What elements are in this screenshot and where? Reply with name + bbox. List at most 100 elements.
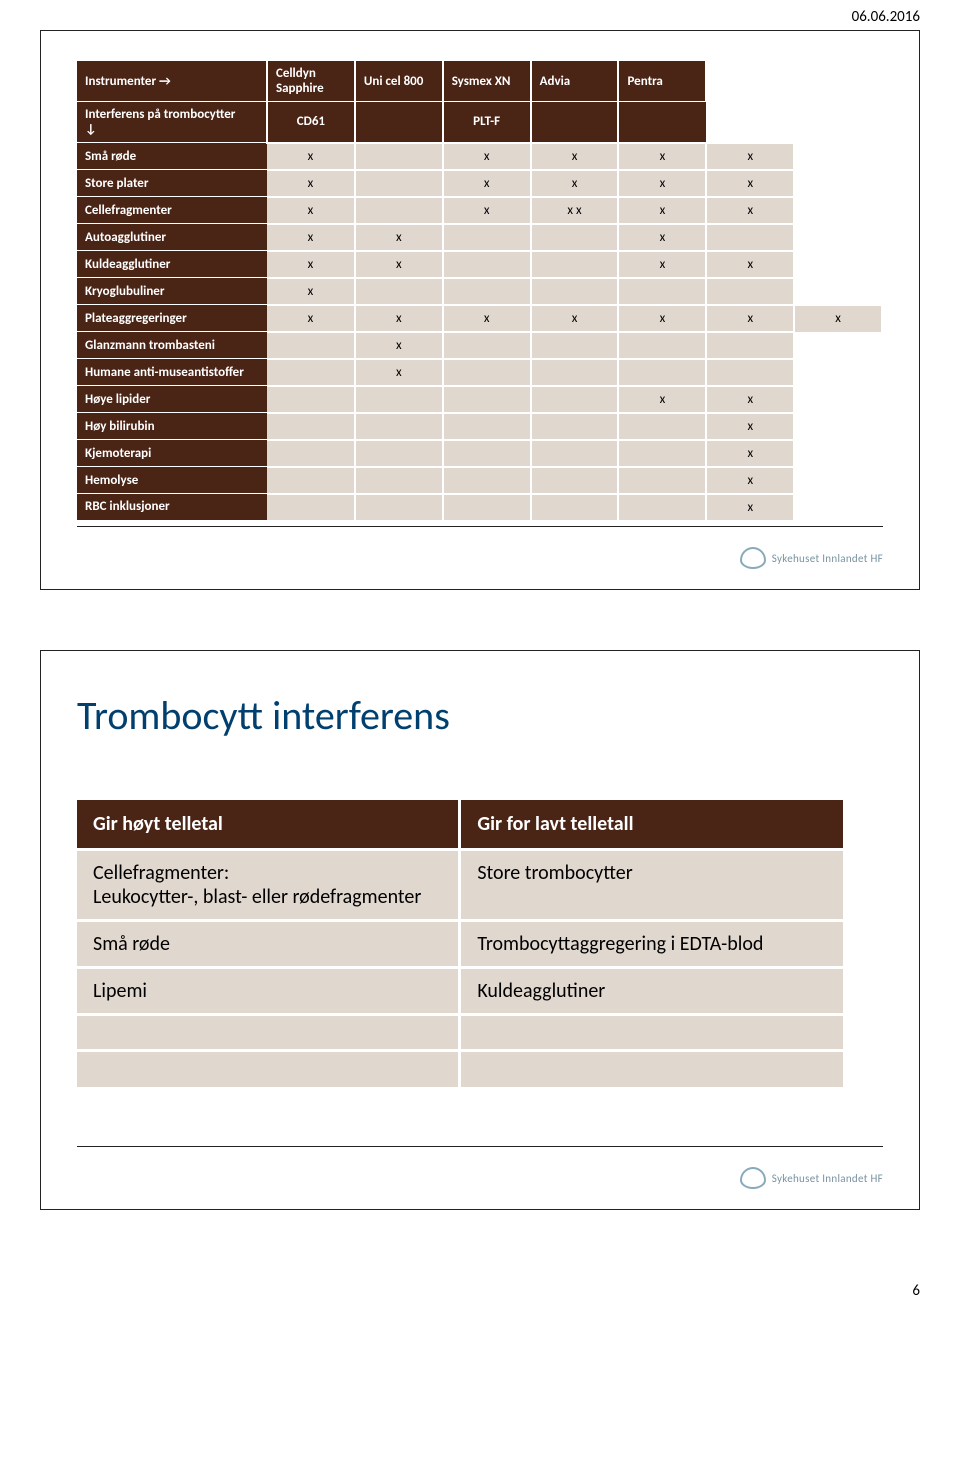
matrix-cell: x xyxy=(443,170,531,197)
matrix-row-label: Store plater xyxy=(77,170,267,197)
matrix-subheader-cell xyxy=(618,102,706,143)
logo-text: Sykehuset Innlandet HF xyxy=(772,1172,883,1185)
matrix-cell: x xyxy=(706,170,794,197)
logo-text: Sykehuset Innlandet HF xyxy=(772,552,883,565)
matrix-cell xyxy=(531,467,619,494)
matrix-cell: x x xyxy=(531,197,619,224)
matrix-cell xyxy=(443,467,531,494)
matrix-cell xyxy=(443,494,531,520)
matrix-row-label: Kuldeagglutiner xyxy=(77,251,267,278)
matrix-cell: x xyxy=(706,143,794,170)
matrix-col-header: Sysmex XN xyxy=(443,61,531,102)
slide-divider xyxy=(77,526,883,527)
matrix-cell: x xyxy=(706,386,794,413)
two-column-table: Gir høyt telletal Gir for lavt telletall… xyxy=(77,800,843,1087)
matrix-row-label: Høy bilirubin xyxy=(77,413,267,440)
matrix-cell: x xyxy=(618,224,706,251)
matrix-cell: x xyxy=(618,386,706,413)
matrix-row-label: Humane anti-museantistoffer xyxy=(77,359,267,386)
matrix-cell xyxy=(355,413,443,440)
logo-swirl-icon xyxy=(740,547,766,569)
matrix-cell xyxy=(355,494,443,520)
matrix-col-header: Uni cel 800 xyxy=(355,61,443,102)
matrix-cell: x xyxy=(443,197,531,224)
matrix-row-label: Plateaggregeringer xyxy=(77,305,267,332)
matrix-cell xyxy=(618,494,706,520)
matrix-row-label: Glanzmann trombasteni xyxy=(77,332,267,359)
col-header-low: Gir for lavt telletall xyxy=(460,800,843,850)
matrix-subheader-cell xyxy=(531,102,619,143)
slide-divider xyxy=(77,1146,883,1147)
matrix-subheader-cell xyxy=(355,102,443,143)
matrix-cell: x xyxy=(267,197,355,224)
matrix-cell xyxy=(267,359,355,386)
matrix-row-label: Hemolyse xyxy=(77,467,267,494)
matrix-cell: x xyxy=(443,305,531,332)
matrix-cell: x xyxy=(706,440,794,467)
matrix-cell xyxy=(706,278,794,305)
matrix-cell xyxy=(531,224,619,251)
twocol-cell-right: Kuldeagglutiner xyxy=(460,968,843,1015)
matrix-cell: x xyxy=(618,197,706,224)
logo-swirl-icon xyxy=(740,1167,766,1189)
matrix-cell xyxy=(355,278,443,305)
down-arrow-icon: ↓ xyxy=(85,122,97,137)
matrix-cell xyxy=(267,413,355,440)
matrix-cell xyxy=(618,359,706,386)
matrix-cell xyxy=(267,494,355,520)
matrix-cell xyxy=(267,386,355,413)
matrix-cell xyxy=(531,386,619,413)
matrix-cell xyxy=(267,440,355,467)
twocol-cell-right xyxy=(460,1051,843,1087)
matrix-cell: x xyxy=(706,251,794,278)
matrix-cell: x xyxy=(355,332,443,359)
matrix-row-label: Kryoglubuliner xyxy=(77,278,267,305)
matrix-cell xyxy=(267,332,355,359)
matrix-cell: x xyxy=(267,224,355,251)
matrix-cell xyxy=(443,332,531,359)
matrix-cell xyxy=(618,278,706,305)
matrix-cell: x xyxy=(267,305,355,332)
matrix-cell xyxy=(355,170,443,197)
matrix-cell xyxy=(355,143,443,170)
matrix-cell: x xyxy=(267,143,355,170)
matrix-cell: x xyxy=(355,224,443,251)
matrix-cell xyxy=(618,332,706,359)
matrix-cell xyxy=(355,440,443,467)
matrix-subheader-cell: CD61 xyxy=(267,102,355,143)
matrix-cell: x xyxy=(531,170,619,197)
matrix-cell: x xyxy=(794,305,882,332)
matrix-col-header: Instrumenter → xyxy=(77,61,267,102)
matrix-cell: x xyxy=(706,494,794,520)
matrix-cell xyxy=(618,440,706,467)
matrix-cell: x xyxy=(531,305,619,332)
matrix-cell xyxy=(706,359,794,386)
matrix-cell: x xyxy=(706,413,794,440)
hospital-logo: Sykehuset Innlandet HF xyxy=(740,547,883,569)
interference-table: Instrumenter →Celldyn SapphireUni cel 80… xyxy=(77,61,883,520)
matrix-row-label: Autoagglutiner xyxy=(77,224,267,251)
matrix-cell: x xyxy=(706,305,794,332)
twocol-cell-right: Trombocyttaggregering i EDTA-blod xyxy=(460,921,843,968)
twocol-cell-left xyxy=(77,1051,460,1087)
page-date: 06.06.2016 xyxy=(852,8,920,26)
matrix-cell xyxy=(531,413,619,440)
matrix-cell xyxy=(443,440,531,467)
matrix-cell: x xyxy=(267,251,355,278)
matrix-col-header: Advia xyxy=(531,61,619,102)
matrix-cell: x xyxy=(618,305,706,332)
matrix-cell xyxy=(443,278,531,305)
matrix-cell xyxy=(443,251,531,278)
twocol-cell-left xyxy=(77,1015,460,1051)
matrix-row-label: Kjemoterapi xyxy=(77,440,267,467)
twocol-cell-left: Cellefragmenter: Leukocytter-, blast- el… xyxy=(77,850,460,921)
matrix-row-label: RBC inklusjoner xyxy=(77,494,267,520)
hospital-logo: Sykehuset Innlandet HF xyxy=(740,1167,883,1189)
matrix-cell xyxy=(267,467,355,494)
twocol-cell-left: Små røde xyxy=(77,921,460,968)
matrix-cell: x xyxy=(355,251,443,278)
matrix-cell: x xyxy=(618,251,706,278)
matrix-cell xyxy=(618,413,706,440)
matrix-cell xyxy=(531,494,619,520)
slide-trombocytt-interferens: Trombocytt interferens Gir høyt telletal… xyxy=(40,650,920,1210)
